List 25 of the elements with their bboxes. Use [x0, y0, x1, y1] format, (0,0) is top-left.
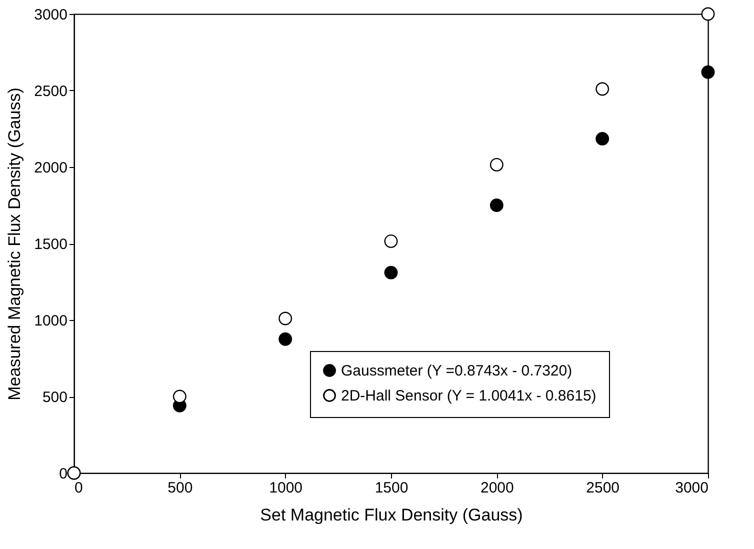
point [278, 332, 292, 346]
x-tick-label: 0 [74, 480, 83, 496]
x-axis-title: Set Magnetic Flux Density (Gauss) [260, 506, 523, 524]
x-tick-label: 2500 [586, 480, 620, 496]
y-tick-label: 2500 [34, 83, 68, 100]
legend-label: 2D-Hall Sensor (Y = 1.0041x - 0.8615) [341, 388, 596, 404]
x-tick-label: 2000 [480, 480, 514, 496]
point [384, 266, 398, 280]
point [701, 65, 715, 79]
x-tick-label: 1500 [374, 480, 408, 496]
x-tick-label: 3000 [675, 480, 708, 496]
y-tick-label: 0 [59, 466, 68, 482]
y-tick-label: 2000 [34, 160, 68, 176]
point [701, 7, 715, 21]
point [490, 198, 504, 212]
y-tick-label: 3000 [34, 6, 68, 24]
y-tick-label: 1500 [34, 236, 68, 253]
point [172, 390, 186, 404]
legend-label: Gaussmeter (Y =0.8743x - 0.7320) [341, 362, 572, 380]
x-tick-label: 1000 [269, 480, 303, 496]
x-tick-label: 500 [168, 480, 193, 496]
y-tick-label: 500 [42, 389, 68, 406]
y-axis-title: Measured Magnetic Flux Density (Gauss) [5, 88, 24, 400]
point [596, 132, 610, 146]
y-tick-label: 1000 [34, 312, 68, 330]
